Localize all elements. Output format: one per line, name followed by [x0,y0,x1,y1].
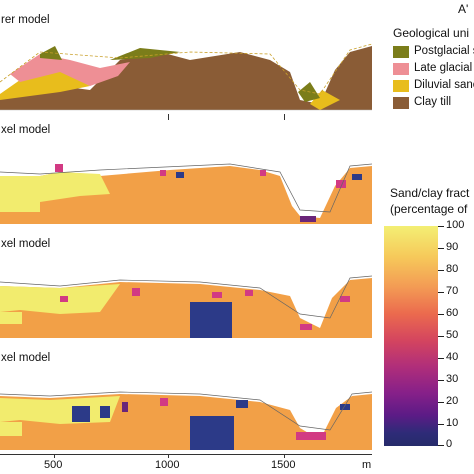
x-tick-mark-500 [54,454,55,458]
colorbar-tick-50: 50 [446,329,459,341]
legend-swatch-diluvial [393,80,409,92]
colorbar-gradient [384,226,438,446]
colorbar-tick-40: 40 [446,351,459,363]
guide-line-1500-top [284,114,285,120]
diluvial-sand-unit [0,70,90,100]
legend-swatch-clay-till [393,97,409,109]
sand-patch [0,202,40,212]
x-tick-1000: 1000 [155,459,180,471]
colorbar-tick-90: 90 [446,241,459,253]
navy-block [190,416,234,450]
panel-4-title: xel model [1,352,51,364]
postglacial-unit [40,46,320,102]
colorbar-tick-30: 30 [446,373,459,385]
x-tick-1500: 1500 [271,459,296,471]
navy-block [190,302,232,338]
colorbar-tick-60: 60 [446,307,459,319]
voxel-model-section-2 [0,275,372,338]
x-axis-unit: m [362,459,372,471]
section-end-label: A' [458,2,469,16]
sand-body [0,172,110,204]
legend-label-late-glacial: Late glacial [414,62,473,74]
legend-label-clay-till: Clay till [414,96,452,108]
surface-line [0,43,372,95]
colorbar-tick-20: 20 [446,395,459,407]
panel-2-title: xel model [1,124,51,136]
voxel-model-section-3 [0,391,372,450]
colorbar-tick-0: 0 [446,438,453,450]
colorbar-tick-10: 10 [446,417,459,429]
legend-label-diluvial: Diluvial sanc [414,79,474,91]
x-tick-500: 500 [44,459,63,471]
colorbar-tick-100: 100 [446,219,465,231]
panel-1-title: rer model [1,14,50,26]
colorbar-title-line2: (percentage of [390,202,468,216]
late-glacial-unit [10,54,130,86]
colorbar-tick-80: 80 [446,263,459,275]
clay-till-unit [0,46,372,110]
colorbar-title-line1: Sand/clay fract [390,186,470,200]
voxel-model-section-1 [0,163,372,230]
legend-swatch-late-glacial [393,63,409,75]
legend-swatch-postglacial [393,46,409,58]
guide-line-1000-top [168,114,169,120]
colorbar-tick-70: 70 [446,285,459,297]
panel-3-title: xel model [1,238,51,250]
geology-legend-title: Geological uni [393,26,470,40]
diluvial-sand-unit-2 [310,90,340,110]
layer-model-section [0,43,372,111]
x-tick-mark-1000 [168,454,169,458]
x-axis-line [0,454,372,455]
x-tick-mark-1500 [284,454,285,458]
legend-label-postglacial: Postglacial s [414,45,474,57]
